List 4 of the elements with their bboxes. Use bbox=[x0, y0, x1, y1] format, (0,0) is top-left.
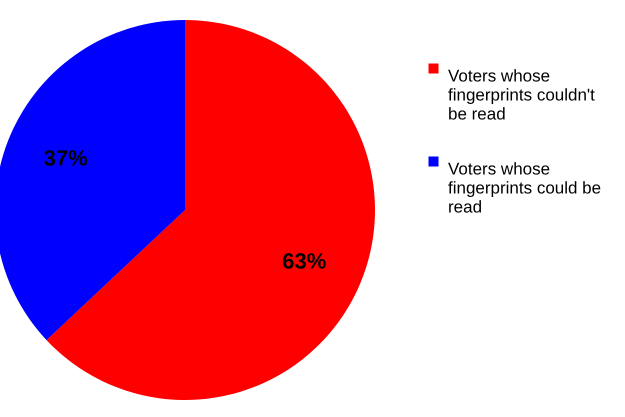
data-label: 63% bbox=[282, 248, 326, 274]
legend-label: Voters whose fingerprints couldn't be read bbox=[448, 66, 596, 124]
data-label: 37% bbox=[44, 145, 88, 170]
legend-label: Voters whose fingerprints could be read bbox=[448, 160, 602, 216]
